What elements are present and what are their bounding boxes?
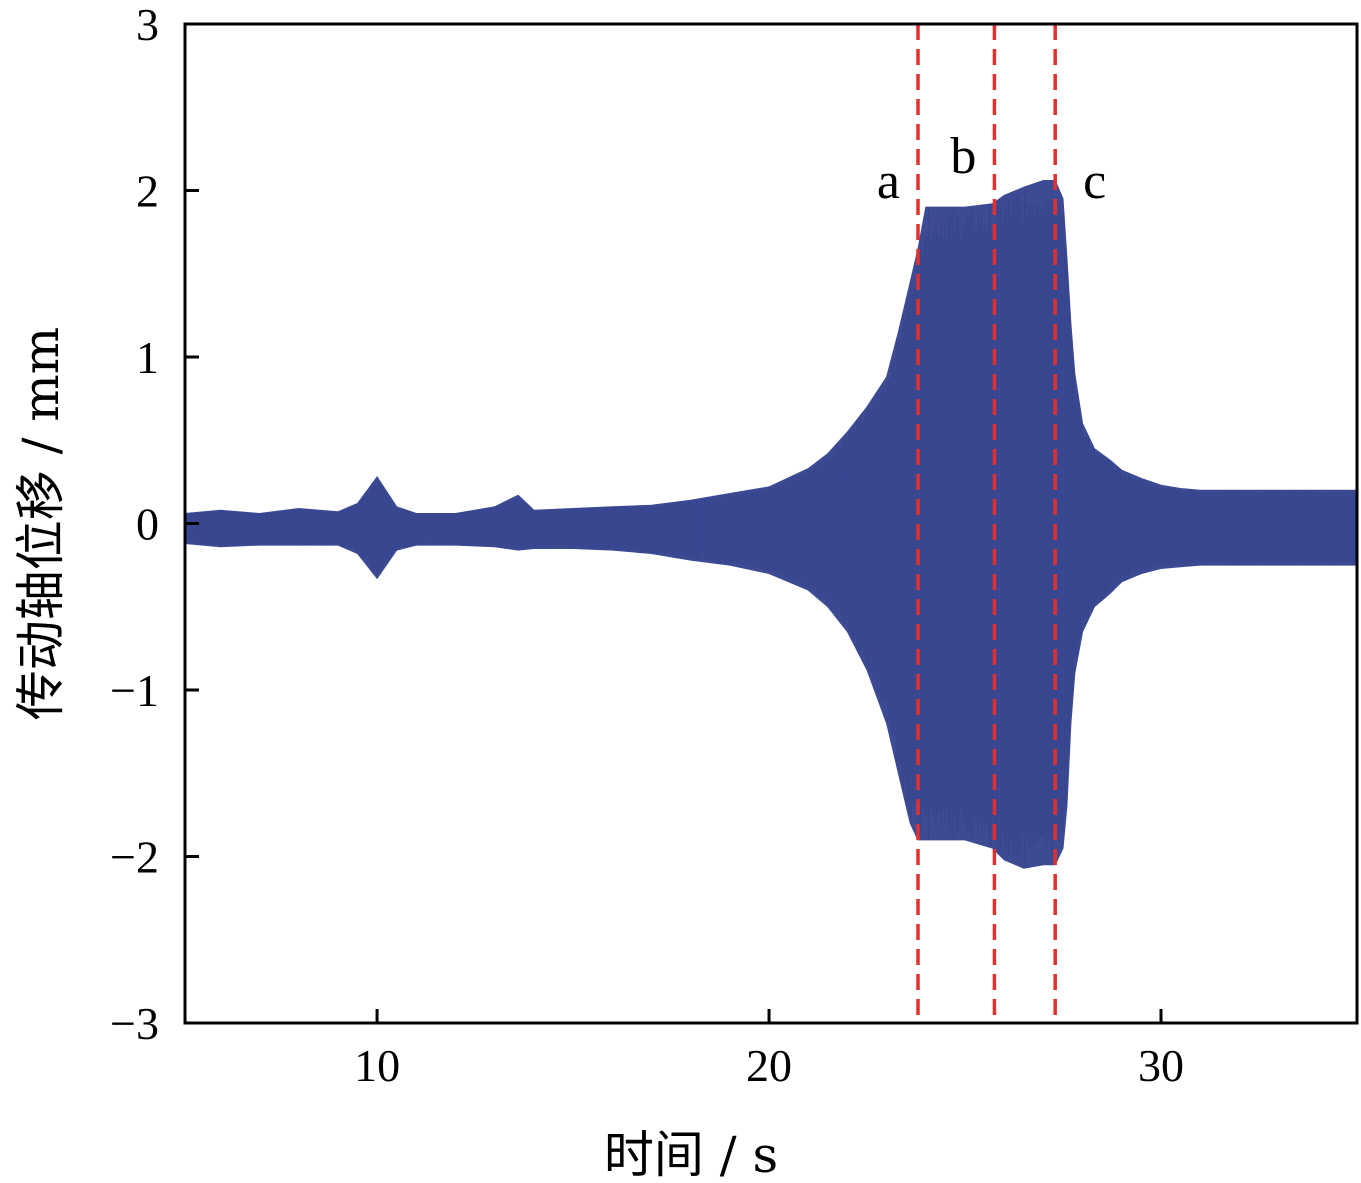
y-axis: −3 −2 −1 0 1 2 3 [110,0,199,1049]
marker-label-b: b [950,128,976,185]
marker-label-a: a [877,153,900,210]
y-axis-label: 传动轴位移 / mm [12,327,70,720]
y-tick-label-2: 2 [136,166,159,217]
y-tick-label-1: 1 [136,332,159,383]
y-tick-label--1: −1 [110,665,159,716]
x-axis-label: 时间 / s [604,1126,778,1183]
x-tick-label-30: 30 [1138,1040,1184,1091]
plot-area [185,180,1357,869]
y-tick-label--3: −3 [110,998,159,1049]
y-tick-label--2: −2 [110,832,159,883]
x-tick-label-20: 20 [746,1040,792,1091]
y-tick-label-0: 0 [136,499,159,550]
marker-label-c: c [1083,153,1106,210]
series-oscillation-0 [185,186,1357,868]
x-tick-label-10: 10 [354,1040,400,1091]
y-tick-label-3: 3 [136,0,159,50]
x-axis: 10 20 30 [354,1009,1184,1091]
